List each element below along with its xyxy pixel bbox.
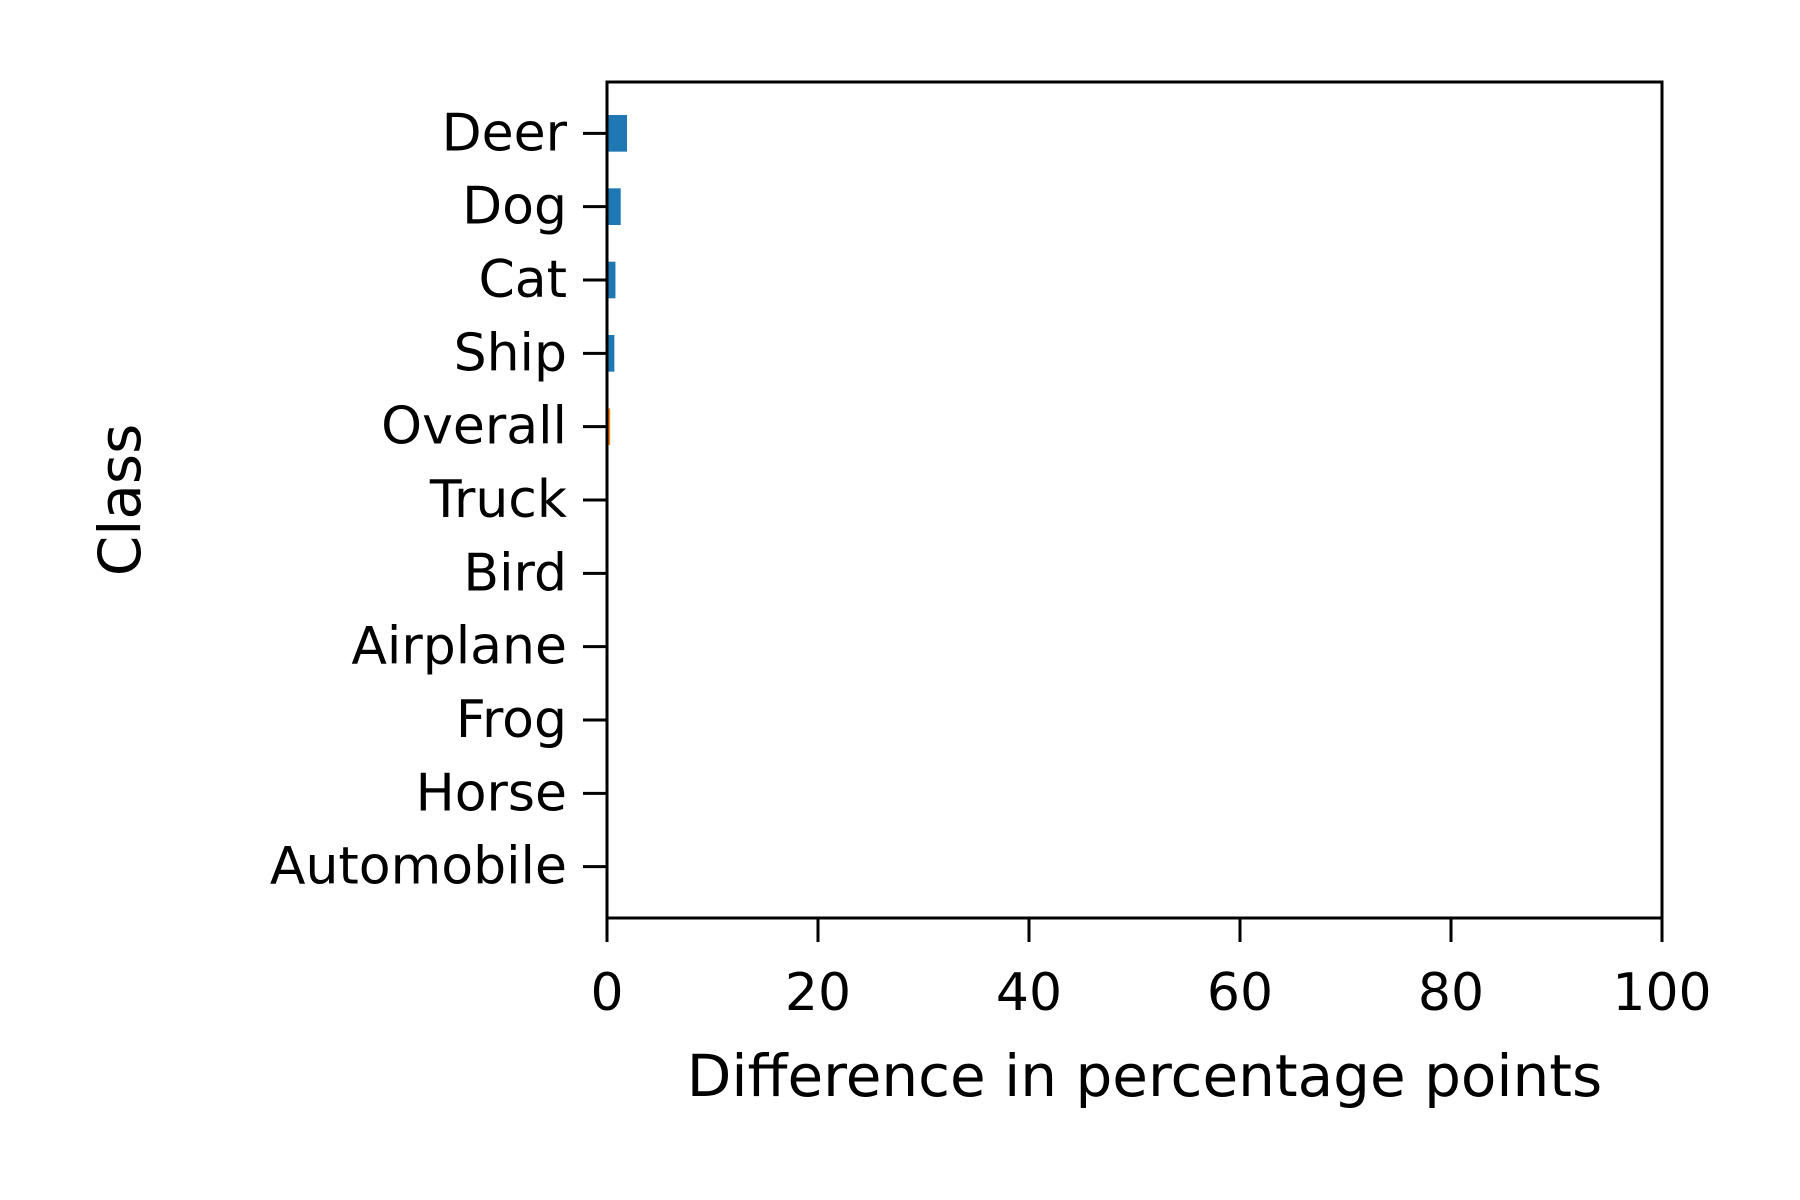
x-tick-label: 100: [1612, 963, 1711, 1023]
y-tick-label: Ship: [454, 323, 567, 383]
bar-cat: [607, 261, 616, 299]
y-tick-label: Cat: [478, 250, 567, 310]
y-tick-label: Bird: [463, 543, 567, 603]
x-axis-ticks: 0 20 40 60 80 100: [590, 918, 1712, 1023]
y-tick-label: Horse: [416, 763, 567, 823]
bar-deer: [607, 115, 628, 152]
y-tick-label: Frog: [456, 690, 567, 750]
y-tick-label: Deer: [442, 103, 568, 163]
y-axis-ticks: Deer Dog Cat Ship Overall Truck Bird Airplane Fr…: [270, 103, 607, 897]
bar-ship: [607, 335, 615, 372]
y-tick-label: Overall: [381, 397, 567, 457]
x-tick-label: 0: [590, 963, 623, 1023]
bar-dog: [607, 188, 621, 225]
x-tick-label: 40: [996, 963, 1062, 1023]
plot-frame: [605, 80, 1664, 920]
bars-group: [607, 115, 628, 445]
y-tick-label: Dog: [462, 177, 567, 237]
x-tick-label: 80: [1418, 963, 1484, 1023]
x-tick-label: 20: [785, 963, 851, 1023]
x-tick-label: 60: [1207, 963, 1273, 1023]
bar-overall: [607, 408, 611, 445]
x-axis-label: Difference in percentage points: [687, 1042, 1603, 1110]
y-tick-label: Automobile: [270, 837, 567, 897]
y-tick-label: Airplane: [351, 617, 567, 677]
y-axis-label: Class: [86, 424, 154, 577]
y-tick-label: Truck: [429, 470, 567, 530]
